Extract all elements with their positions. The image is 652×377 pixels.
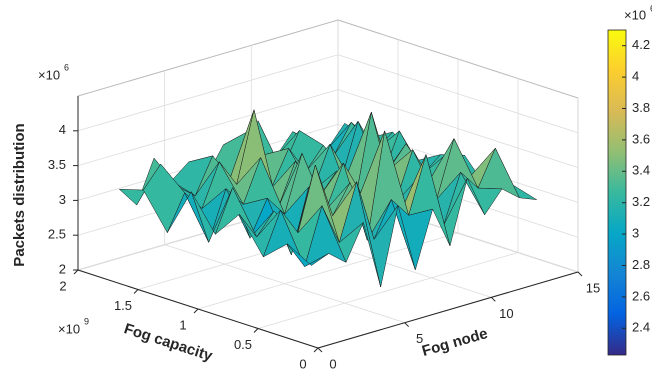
z-tick-label: 2.5 xyxy=(48,227,66,242)
x-tick xyxy=(577,271,583,277)
grid-line xyxy=(257,252,519,329)
y-tick-label: 0 xyxy=(299,356,306,371)
y-tick xyxy=(253,328,259,333)
x-tick-label: 10 xyxy=(499,306,513,321)
z-multiplier-exponent: 6 xyxy=(64,62,69,72)
z-multiplier: ×10 xyxy=(38,67,60,82)
colorbar-tick-label: 2.4 xyxy=(632,320,650,335)
colorbar-tick-label: 3 xyxy=(632,226,639,241)
z-tick-label: 2 xyxy=(59,261,66,276)
x-tick xyxy=(317,347,323,353)
y-tick-label: 2 xyxy=(59,278,66,293)
surface xyxy=(119,109,537,288)
y-multiplier-exponent: 9 xyxy=(84,316,89,326)
y-axis-label: Fog capacity xyxy=(122,320,215,365)
surface-patch xyxy=(287,243,329,267)
colorbar-tick-label: 2.6 xyxy=(632,288,650,303)
x-tick-label: 0 xyxy=(329,356,336,371)
y-tick xyxy=(193,308,199,314)
colorbar-tick-label: 3.4 xyxy=(632,163,650,178)
y-tick xyxy=(313,347,319,353)
x-tick-label: 5 xyxy=(416,331,423,346)
colorbar-tick-label: 4.2 xyxy=(632,37,650,52)
y-multiplier: ×10 xyxy=(58,321,80,336)
x-tick xyxy=(490,296,496,302)
colorbar-tick-label: 3.2 xyxy=(632,194,650,209)
y-tick-label: 0.5 xyxy=(234,337,252,352)
colorbar xyxy=(607,29,627,356)
grid-line xyxy=(77,54,339,132)
y-tick-label: 1 xyxy=(179,317,186,332)
colorbar-multiplier-exponent: 6 xyxy=(650,3,652,13)
z-axis-label: Packets distribution xyxy=(11,123,28,266)
z-tick-label: 4 xyxy=(59,122,66,137)
x-axis-label: Fog node xyxy=(420,325,490,360)
colorbar-tick-label: 2.8 xyxy=(632,257,650,272)
axis-line xyxy=(317,271,579,349)
colorbar-multiplier: ×10 xyxy=(624,7,646,22)
x-tick xyxy=(404,322,410,328)
y-tick-label: 1.5 xyxy=(114,298,132,313)
grid-line xyxy=(77,89,339,166)
z-tick-label: 3 xyxy=(59,192,66,207)
x-tick-label: 15 xyxy=(586,280,600,295)
colorbar-tick-label: 4 xyxy=(632,69,639,84)
colorbar-tick-label: 3.6 xyxy=(632,131,650,146)
y-tick xyxy=(133,289,139,294)
z-tick-label: 3.5 xyxy=(48,157,66,172)
colorbar-tick-label: 3.8 xyxy=(632,100,650,115)
y-tick xyxy=(73,269,79,275)
